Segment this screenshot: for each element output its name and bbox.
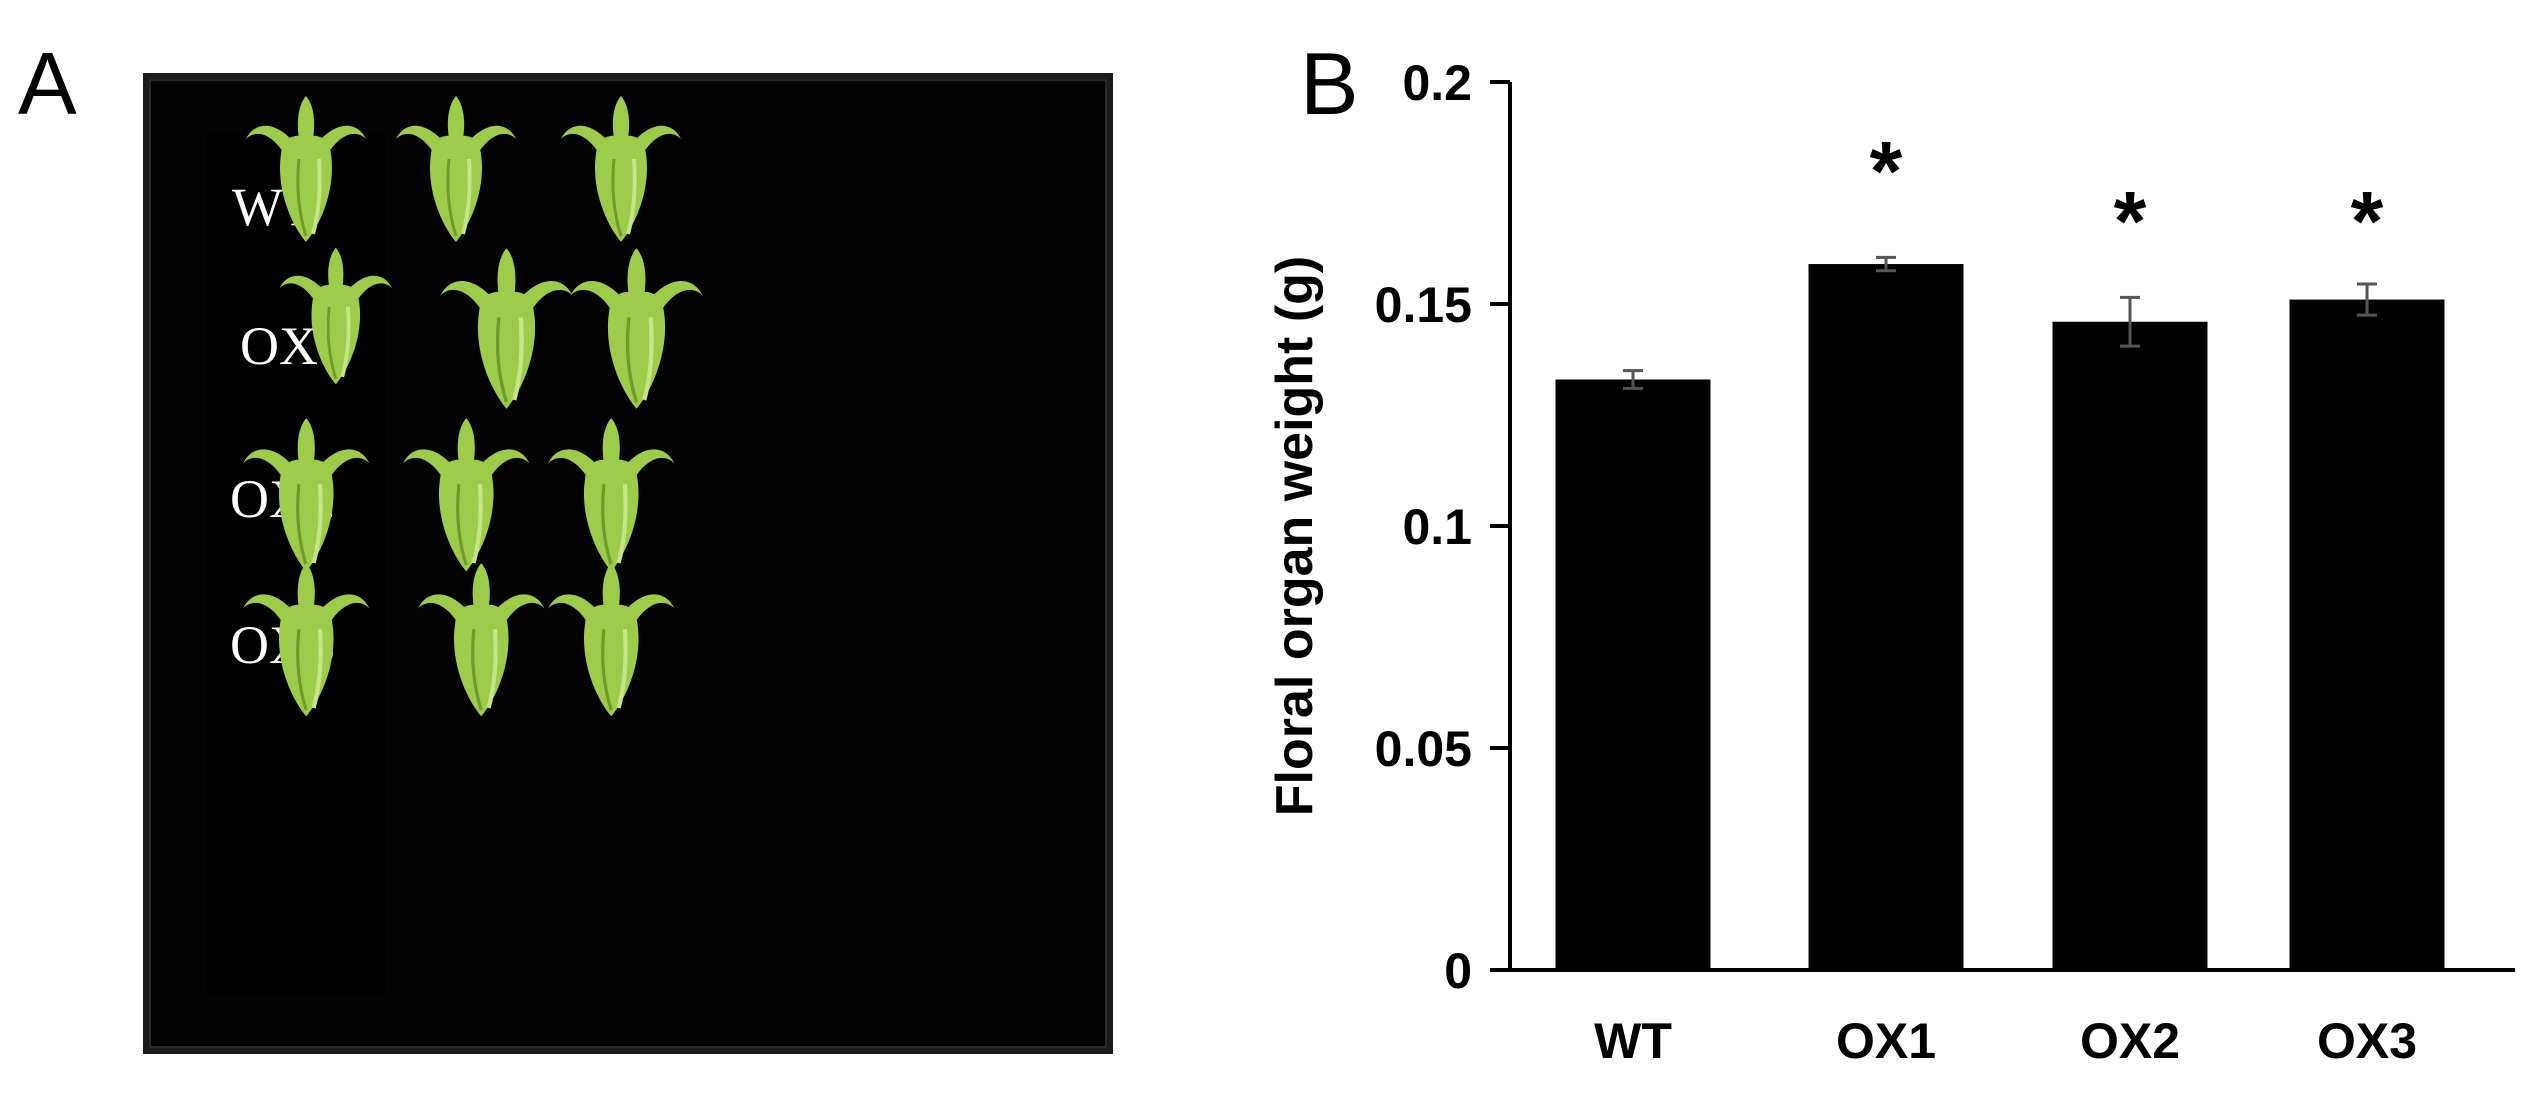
x-tick-label: OX1	[1836, 1013, 1936, 1069]
panel-b-letter: B	[1300, 34, 1359, 133]
flower-ox3-3	[548, 563, 674, 717]
significance-star: *	[2114, 174, 2147, 268]
flower-wt-1	[246, 96, 366, 242]
y-tick-label: 0.2	[1402, 55, 1472, 111]
flower-ox1-2	[440, 248, 572, 409]
significance-star: *	[1870, 124, 1903, 218]
bar-ox1	[1808, 264, 1964, 970]
bar-ox2	[2052, 321, 2208, 970]
flower-ox2-3	[548, 418, 674, 572]
flower-ox1-1	[279, 247, 393, 385]
x-tick-label: WT	[1594, 1013, 1672, 1069]
x-tick-label: OX2	[2080, 1013, 2180, 1069]
y-tick-label: 0	[1444, 943, 1472, 999]
x-tick-label: OX3	[2317, 1013, 2417, 1069]
significance-star: *	[2351, 174, 2384, 268]
flower-wt-3	[561, 96, 681, 242]
bar-ox3	[2289, 299, 2445, 970]
bar-wt	[1555, 379, 1711, 971]
y-tick-label: 0.05	[1375, 721, 1472, 777]
flower-ox3-1	[243, 563, 369, 717]
flower-ox3-2	[418, 563, 544, 717]
panel-a-letter: A	[18, 34, 77, 133]
flower-ox1-3	[570, 248, 702, 409]
flower-ox2-1	[243, 418, 369, 572]
flower-ox2-2	[403, 418, 529, 572]
flower-photo: WT OX1 OX2 OX3	[143, 73, 1113, 1054]
y-axis-label: Floral organ weight (g)	[1266, 256, 1324, 816]
y-tick-label: 0.1	[1402, 499, 1472, 555]
flower-wt-2	[396, 96, 516, 242]
y-tick-label: 0.15	[1375, 277, 1472, 333]
